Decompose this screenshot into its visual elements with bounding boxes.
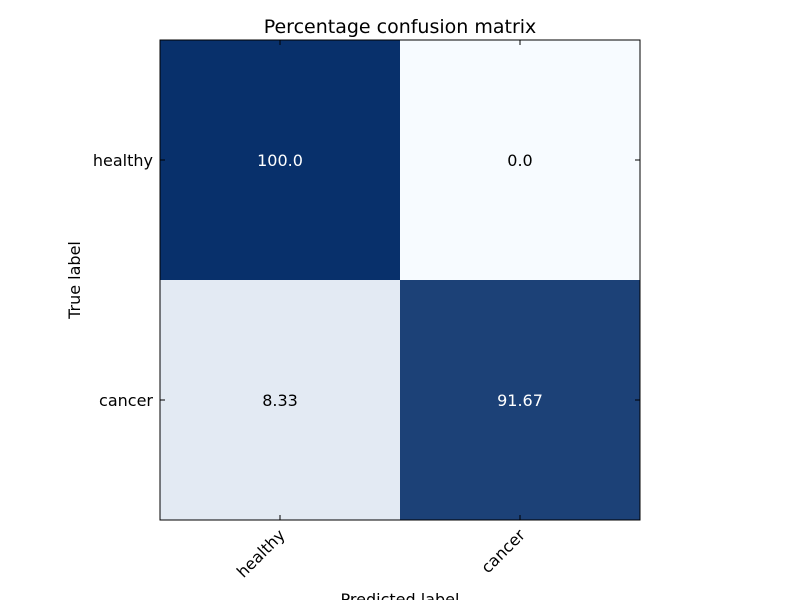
x-tick-labels: healthy cancer: [233, 525, 529, 581]
x-tick-label: cancer: [477, 525, 529, 577]
axis-ticks: [160, 40, 640, 520]
heatmap-cell: [400, 40, 640, 280]
cell-value-label: 100.0: [257, 151, 303, 170]
chart-title: Percentage confusion matrix: [264, 16, 537, 38]
y-tick-label: cancer: [99, 391, 153, 410]
heatmap-cells: [160, 40, 640, 520]
heatmap-cell: [400, 280, 640, 520]
cell-value-label: 8.33: [262, 391, 298, 410]
x-axis-label: Predicted label: [341, 590, 460, 600]
y-tick-label: healthy: [93, 151, 153, 170]
cell-value-label: 91.67: [497, 391, 543, 410]
cell-value-labels: 100.0 0.0 8.33 91.67: [257, 151, 543, 410]
y-tick-labels: healthy cancer: [93, 151, 154, 410]
heatmap-cell: [160, 280, 400, 520]
y-axis-label: True label: [65, 241, 84, 320]
plot-frame: [159, 39, 641, 521]
cell-value-label: 0.0: [507, 151, 532, 170]
heatmap-cell: [160, 40, 400, 280]
x-tick-label: healthy: [233, 525, 289, 581]
